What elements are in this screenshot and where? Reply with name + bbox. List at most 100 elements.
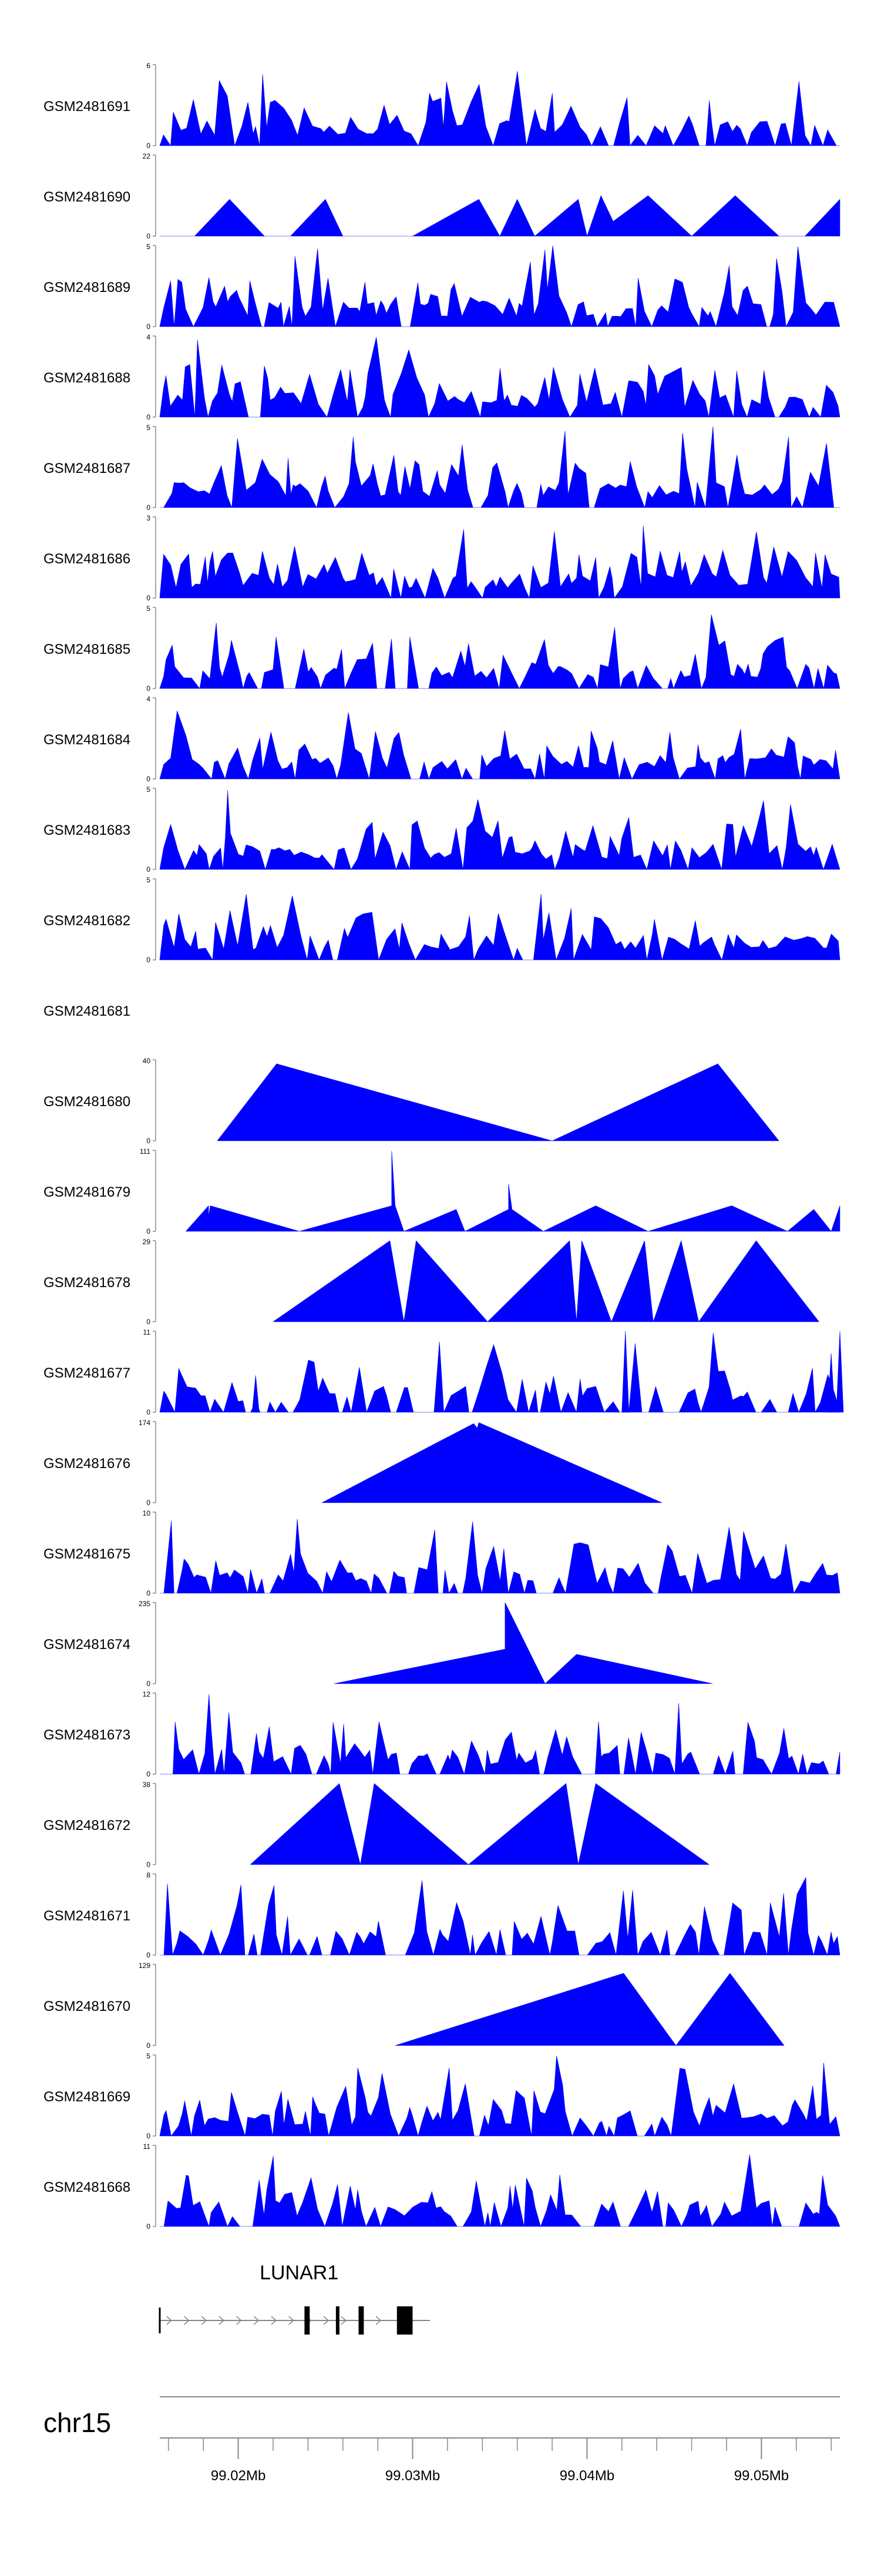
y-tick-label-zero: 0 bbox=[146, 323, 150, 331]
track-label: GSM2481691 bbox=[43, 99, 130, 115]
track-GSM2481674: GSM2481674 235 0 bbox=[43, 1600, 713, 1688]
track-label: GSM2481677 bbox=[43, 1365, 130, 1381]
y-tick-label-zero: 0 bbox=[146, 1860, 150, 1869]
exon bbox=[335, 2306, 339, 2335]
strand-arrow bbox=[288, 2316, 294, 2325]
axis-tick-label: 99.03Mb bbox=[385, 2468, 440, 2484]
track-label: GSM2481668 bbox=[43, 2179, 130, 2195]
track-GSM2481689: GSM2481689 5 0 bbox=[43, 243, 840, 331]
track-label: GSM2481689 bbox=[43, 280, 130, 295]
y-tick-label-zero: 0 bbox=[146, 594, 150, 602]
track-label: GSM2481685 bbox=[43, 642, 130, 657]
chromosome-label: chr15 bbox=[43, 2407, 111, 2438]
coverage-area bbox=[160, 1519, 840, 1594]
coverage-area bbox=[159, 71, 840, 147]
y-tick-label-max: 22 bbox=[143, 152, 151, 160]
y-tick-label-max: 5 bbox=[146, 785, 150, 794]
track-label: GSM2481680 bbox=[43, 1094, 130, 1110]
track-label: GSM2481678 bbox=[43, 1275, 130, 1291]
axis-tick-label: 99.05Mb bbox=[734, 2468, 789, 2484]
y-tick-label-max: 8 bbox=[146, 1871, 150, 1879]
axis-tick-label: 99.02Mb bbox=[211, 2468, 265, 2484]
strand-arrow bbox=[166, 2316, 172, 2325]
coverage-area bbox=[321, 1422, 663, 1503]
coverage-area bbox=[395, 1973, 785, 2046]
coverage-area bbox=[250, 1783, 710, 1865]
coverage-area bbox=[159, 246, 840, 328]
track-GSM2481680: GSM2481680 40 0 bbox=[43, 1057, 779, 1145]
y-tick-label-zero: 0 bbox=[146, 1227, 150, 1235]
y-tick-label-zero: 0 bbox=[146, 503, 150, 512]
track-label: GSM2481679 bbox=[43, 1184, 130, 1200]
track-GSM2481673: GSM2481673 12 0 bbox=[43, 1690, 840, 1778]
y-tick-label-max: 10 bbox=[143, 1509, 151, 1517]
track-GSM2481676: GSM2481676 174 0 bbox=[43, 1419, 663, 1507]
track-label: GSM2481673 bbox=[43, 1727, 130, 1743]
y-tick-label-zero: 0 bbox=[146, 1951, 150, 1959]
y-tick-label-max: 235 bbox=[139, 1600, 150, 1608]
exon bbox=[358, 2306, 364, 2335]
y-tick-label-zero: 0 bbox=[146, 413, 150, 421]
strand-arrow bbox=[375, 2316, 382, 2325]
track-label: GSM2481686 bbox=[43, 551, 130, 567]
y-tick-label-max: 5 bbox=[146, 2052, 150, 2060]
y-tick-label-zero: 0 bbox=[146, 1318, 150, 1326]
track-label: GSM2481688 bbox=[43, 370, 130, 386]
strand-arrow bbox=[236, 2316, 242, 2325]
coverage-area bbox=[160, 2154, 840, 2228]
track-label: GSM2481683 bbox=[43, 822, 130, 838]
track-GSM2481679: GSM2481679 111 0 bbox=[43, 1147, 840, 1235]
track-GSM2481668: GSM2481668 11 0 bbox=[43, 2142, 840, 2231]
coverage-peak bbox=[621, 1331, 630, 1413]
y-tick-label-max: 29 bbox=[143, 1238, 151, 1246]
coverage-area bbox=[159, 1332, 840, 1413]
coverage-area bbox=[160, 426, 840, 509]
y-tick-label-max: 6 bbox=[146, 62, 150, 70]
strand-arrow bbox=[218, 2316, 225, 2325]
y-tick-label-max: 4 bbox=[146, 333, 150, 341]
track-GSM2481677: GSM2481677 11 0 bbox=[43, 1328, 844, 1416]
strand-arrow bbox=[341, 2316, 347, 2325]
exon bbox=[304, 2306, 310, 2335]
y-tick-label-max: 11 bbox=[143, 1328, 151, 1336]
y-tick-label-max: 5 bbox=[146, 243, 150, 251]
strand-arrow bbox=[323, 2316, 329, 2325]
coverage-area bbox=[159, 525, 840, 599]
track-GSM2481686: GSM2481686 3 0 bbox=[43, 514, 840, 602]
track-label: GSM2481681 bbox=[43, 1003, 130, 1019]
y-tick-label-max: 5 bbox=[146, 876, 150, 884]
y-tick-label-zero: 0 bbox=[146, 775, 150, 783]
track-GSM2481690: GSM2481690 22 0 bbox=[43, 152, 840, 240]
y-tick-label-zero: 0 bbox=[146, 2132, 150, 2140]
track-label: GSM2481672 bbox=[43, 1818, 130, 1833]
coverage-area bbox=[217, 1063, 779, 1141]
coverage-peak bbox=[251, 1375, 260, 1413]
track-label: GSM2481684 bbox=[43, 732, 130, 748]
track-GSM2481671: GSM2481671 8 0 bbox=[43, 1871, 840, 1959]
y-tick-label-zero: 0 bbox=[146, 1680, 150, 1688]
y-tick-label-zero: 0 bbox=[146, 1589, 150, 1597]
coverage-peak bbox=[827, 1353, 835, 1413]
y-tick-label-zero: 0 bbox=[146, 232, 150, 240]
exon bbox=[396, 2306, 413, 2335]
coverage-area bbox=[159, 2056, 840, 2137]
genome-axis: chr15 99.02Mb 99.03Mb 99.04Mb 99.05Mb bbox=[43, 2396, 840, 2484]
track-GSM2481678: GSM2481678 29 0 bbox=[43, 1238, 820, 1326]
y-tick-label-zero: 0 bbox=[146, 1499, 150, 1507]
track-label: GSM2481676 bbox=[43, 1456, 130, 1472]
track-GSM2481669: GSM2481669 5 0 bbox=[43, 2052, 840, 2140]
track-GSM2481681: GSM2481681 bbox=[43, 1003, 130, 1019]
strand-arrow bbox=[201, 2316, 207, 2325]
y-tick-label-max: 129 bbox=[139, 1962, 150, 1970]
y-tick-label-zero: 0 bbox=[146, 1137, 150, 1145]
strand-arrow bbox=[271, 2316, 277, 2325]
track-GSM2481682: GSM2481682 5 0 bbox=[43, 876, 840, 964]
y-tick-label-max: 111 bbox=[140, 1147, 151, 1156]
track-label: GSM2481682 bbox=[43, 913, 130, 929]
y-tick-label-max: 11 bbox=[143, 2142, 151, 2151]
coverage-area bbox=[159, 894, 840, 961]
coverage-area bbox=[159, 337, 840, 418]
track-GSM2481687: GSM2481687 5 0 bbox=[43, 424, 840, 512]
